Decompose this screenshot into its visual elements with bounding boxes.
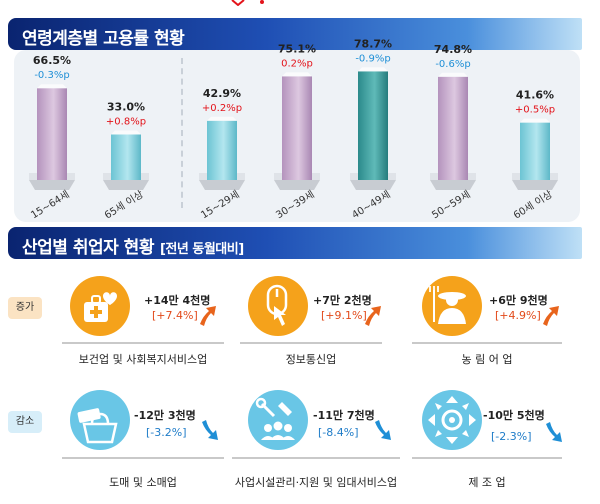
- shopping-bag-icon: [70, 390, 130, 450]
- industry-pct: [-2.3%]: [491, 430, 532, 443]
- industry-name: 도매 및 소매업: [109, 476, 177, 489]
- manufacturing-icon: [422, 390, 482, 450]
- bar-category-label: 65세 이상: [102, 188, 145, 221]
- bar-change-label: 0.2%p: [281, 58, 313, 69]
- bar-base: [274, 180, 320, 190]
- bar-base: [103, 180, 149, 190]
- healthcare-icon: [70, 276, 130, 336]
- up-arrow-icon: [200, 306, 216, 326]
- down-arrow-icon: [375, 420, 391, 440]
- industry-separator: [232, 457, 400, 459]
- decrease-tag: 감소: [8, 411, 42, 433]
- bar-category-label: 15~64세: [29, 188, 72, 221]
- section-subtitle-industry: [전년 동월대비]: [159, 242, 244, 257]
- bar: [207, 120, 237, 180]
- bar-value-label: 33.0%: [107, 100, 145, 113]
- bar-top: [207, 116, 237, 121]
- bar: [438, 76, 468, 180]
- industry-separator: [412, 457, 562, 459]
- industry-pct: [-8.4%]: [318, 426, 359, 439]
- bar-top: [37, 84, 67, 89]
- industry-name: 정보통신업: [285, 353, 337, 366]
- industry-change: -12만 3천명: [134, 409, 196, 422]
- bar-base: [199, 180, 245, 190]
- industry-separator: [62, 342, 224, 344]
- industry-pct: [-3.2%]: [146, 426, 187, 439]
- top-accent-mark: [231, 0, 264, 6]
- industry-name: 사업시설관리·지원 및 임대서비스업: [234, 476, 398, 489]
- industry-separator: [240, 342, 382, 344]
- industry-change: +14만 4천명: [144, 294, 211, 307]
- up-arrow-icon: [365, 306, 381, 326]
- bar: [520, 122, 550, 180]
- up-arrow-icon: [543, 306, 559, 326]
- bar: [358, 71, 388, 180]
- bar: [282, 76, 312, 180]
- bar-base: [29, 180, 75, 190]
- industry-change: +6만 9천명: [489, 294, 548, 307]
- bar-change-label: +0.2%p: [202, 103, 242, 114]
- section-banner-age: 연령계층별 고용률 현황: [8, 18, 582, 50]
- chart-divider: [181, 58, 183, 208]
- mouse-click-icon: [248, 276, 308, 336]
- industry-name: 제 조 업: [468, 476, 506, 489]
- industry-separator: [62, 457, 224, 459]
- increase-tag: 증가: [8, 297, 42, 319]
- down-arrow-icon: [202, 420, 218, 440]
- bar-base: [350, 180, 396, 190]
- bar-change-label: -0.3%p: [34, 70, 69, 81]
- bar-category-label: 30~39세: [274, 188, 317, 221]
- industry-change: -10만 5천명: [483, 409, 545, 422]
- bar-base: [512, 180, 558, 190]
- industry-separator: [412, 342, 562, 344]
- bar-change-label: -0.9%p: [355, 53, 390, 64]
- bar-top: [438, 72, 468, 77]
- bar-value-label: 42.9%: [203, 87, 241, 100]
- bar-category-label: 15~29세: [199, 188, 242, 221]
- section-title-industry: 산업별 취업자 현황: [22, 238, 154, 258]
- bar: [37, 88, 67, 180]
- bar-top: [358, 67, 388, 72]
- bar-change-label: +0.5%p: [515, 105, 555, 116]
- farmer-icon: [422, 276, 482, 336]
- bar-value-label: 75.1%: [278, 42, 316, 55]
- bar-top: [520, 118, 550, 123]
- industry-pct: [+4.9%]: [495, 309, 541, 322]
- bar-value-label: 66.5%: [33, 54, 71, 67]
- down-arrow-icon: [546, 422, 562, 442]
- industry-name: 농 림 어 업: [461, 353, 513, 366]
- section-title-age: 연령계층별 고용률 현황: [22, 29, 185, 49]
- bar: [111, 134, 141, 180]
- facility-service-icon: [248, 390, 308, 450]
- industry-pct: [+7.4%]: [152, 309, 198, 322]
- section-banner-industry: 산업별 취업자 현황 [전년 동월대비]: [8, 227, 582, 259]
- bar-base: [430, 180, 476, 190]
- industry-name: 보건업 및 사회복지서비스업: [78, 353, 208, 366]
- bar-value-label: 78.7%: [354, 37, 392, 50]
- industry-pct: [+9.1%]: [321, 309, 367, 322]
- bar-change-label: -0.6%p: [435, 59, 470, 70]
- industry-change: -11만 7천명: [313, 409, 375, 422]
- industry-change: +7만 2천명: [313, 294, 372, 307]
- bar-category-label: 50~59세: [430, 188, 473, 221]
- bar-top: [111, 130, 141, 135]
- bar-category-label: 40~49세: [350, 188, 393, 221]
- bar-category-label: 60세 이상: [511, 188, 554, 221]
- bar-value-label: 74.8%: [434, 43, 472, 56]
- bar-value-label: 41.6%: [516, 89, 554, 102]
- bar-top: [282, 72, 312, 77]
- bar-change-label: +0.8%p: [106, 116, 146, 127]
